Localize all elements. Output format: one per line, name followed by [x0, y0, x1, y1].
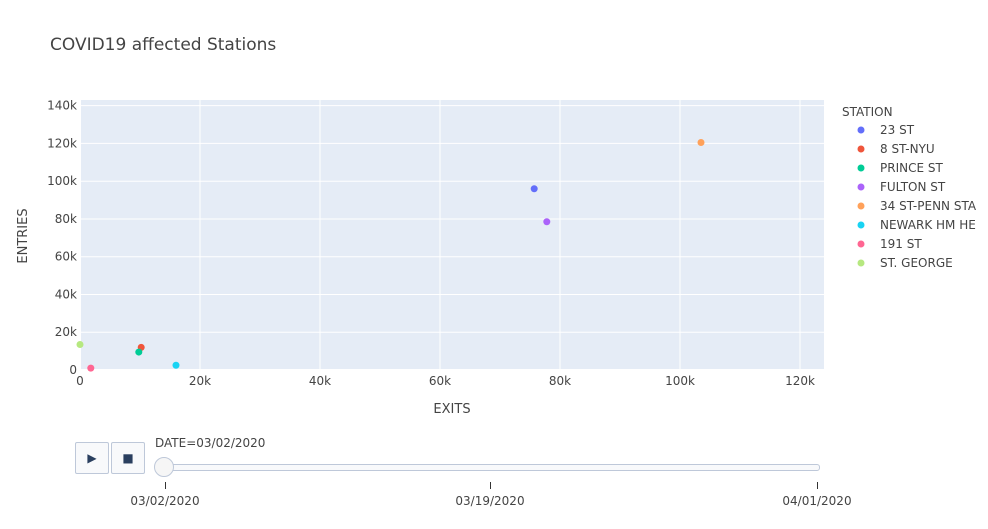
legend-marker	[857, 164, 865, 172]
y-tick-label: 120k	[47, 136, 77, 150]
legend-item-label[interactable]: 23 ST	[880, 123, 915, 137]
x-tick-label: 0	[76, 374, 84, 388]
data-point[interactable]	[543, 218, 551, 226]
x-tick-label: 100k	[665, 374, 695, 388]
x-tick-label: 80k	[549, 374, 571, 388]
y-axis-ticks: 0 20k 40k 60k 80k 100k 120k 140k	[47, 99, 77, 377]
legend-marker	[857, 183, 865, 191]
x-axis-title: EXITS	[433, 402, 470, 417]
y-tick-label: 60k	[55, 250, 77, 264]
y-tick-label: 20k	[55, 325, 77, 339]
slider-tick	[817, 482, 818, 489]
y-tick-label: 140k	[47, 99, 77, 113]
y-tick-label: 80k	[55, 212, 77, 226]
x-axis-ticks: 0 20k 40k 60k 80k 100k 120k	[76, 374, 815, 388]
legend-marker	[857, 145, 865, 153]
stop-button[interactable]: ■	[111, 442, 145, 474]
data-points	[76, 138, 705, 372]
legend-item-label[interactable]: 191 ST	[880, 237, 922, 251]
y-tick-label: 0	[69, 363, 77, 377]
legend-marker	[857, 221, 865, 229]
slider-current-label: DATE=03/02/2020	[155, 436, 266, 450]
slider-step-label[interactable]: 04/01/2020	[782, 494, 852, 508]
data-point[interactable]	[697, 138, 705, 146]
x-tick-label: 40k	[309, 374, 331, 388]
data-point[interactable]	[87, 364, 95, 372]
plot-area	[80, 100, 824, 370]
slider-handle[interactable]	[154, 457, 174, 477]
y-tick-label: 40k	[55, 287, 77, 301]
legend-item-label[interactable]: 34 ST-PENN STA	[880, 199, 977, 213]
play-button[interactable]: ▶	[75, 442, 109, 474]
x-tick-label: 120k	[785, 374, 815, 388]
legend-item-label[interactable]: NEWARK HM HE	[880, 218, 976, 232]
stop-icon: ■	[122, 451, 134, 465]
legend-item-label[interactable]: 8 ST-NYU	[880, 142, 935, 156]
slider-tick	[490, 482, 491, 489]
legend-marker	[857, 202, 865, 210]
x-tick-label: 20k	[189, 374, 211, 388]
slider-track[interactable]	[158, 464, 820, 471]
legend-marker	[857, 126, 865, 134]
slider-tick	[165, 482, 166, 489]
y-tick-label: 100k	[47, 174, 77, 188]
x-tick-label: 60k	[429, 374, 451, 388]
legend-title: STATION	[842, 105, 893, 119]
data-point[interactable]	[172, 361, 180, 369]
legend-item-label[interactable]: ST. GEORGE	[880, 256, 953, 270]
legend: 23 ST 8 ST-NYU PRINCE ST FULTON ST 34 ST-PEN…	[857, 123, 977, 270]
slider-step-label[interactable]: 03/19/2020	[455, 494, 525, 508]
legend-marker	[857, 259, 865, 267]
play-icon: ▶	[87, 451, 97, 465]
legend-marker	[857, 240, 865, 248]
slider-step-label[interactable]: 03/02/2020	[130, 494, 200, 508]
data-point[interactable]	[530, 185, 538, 193]
legend-item-label[interactable]: PRINCE ST	[880, 161, 943, 175]
y-axis-title: ENTRIES	[16, 208, 31, 263]
chart-title: COVID19 affected Stations	[50, 35, 276, 55]
grid-lines	[79, 100, 824, 371]
data-point[interactable]	[135, 348, 143, 356]
legend-item-label[interactable]: FULTON ST	[880, 180, 946, 194]
data-point[interactable]	[76, 341, 84, 349]
